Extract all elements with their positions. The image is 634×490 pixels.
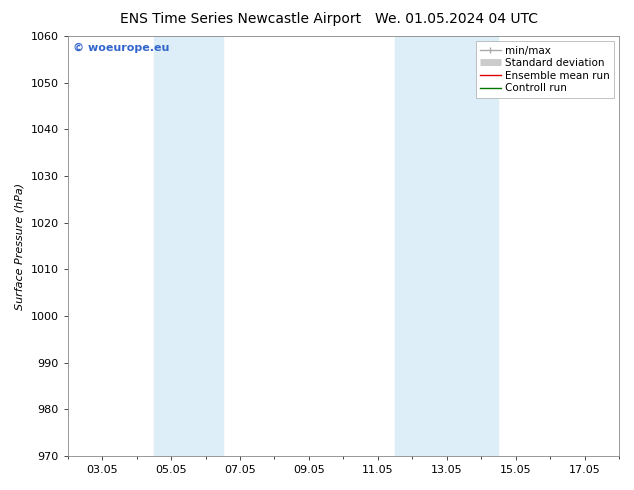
Text: We. 01.05.2024 04 UTC: We. 01.05.2024 04 UTC	[375, 12, 538, 26]
Text: ENS Time Series Newcastle Airport: ENS Time Series Newcastle Airport	[120, 12, 361, 26]
Text: © woeurope.eu: © woeurope.eu	[73, 43, 170, 52]
Legend: min/max, Standard deviation, Ensemble mean run, Controll run: min/max, Standard deviation, Ensemble me…	[476, 41, 614, 98]
Y-axis label: Surface Pressure (hPa): Surface Pressure (hPa)	[15, 182, 25, 310]
Bar	[395, 36, 498, 456]
Bar	[154, 36, 223, 456]
